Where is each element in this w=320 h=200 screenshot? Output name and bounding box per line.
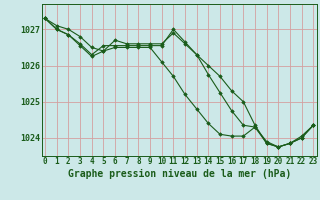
X-axis label: Graphe pression niveau de la mer (hPa): Graphe pression niveau de la mer (hPa): [68, 169, 291, 179]
